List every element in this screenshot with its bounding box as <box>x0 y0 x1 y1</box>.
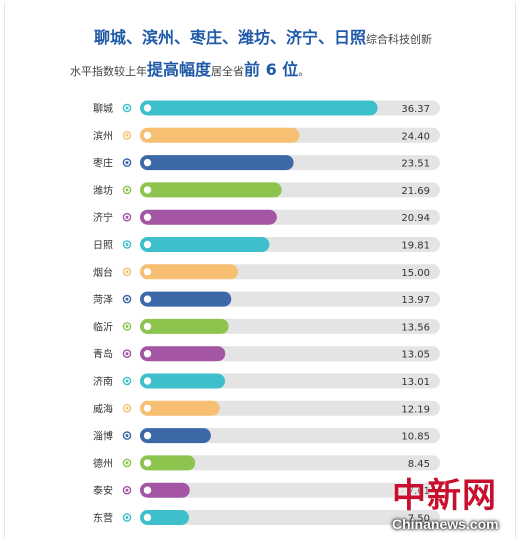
category-label: 威海 <box>93 402 113 415</box>
category-label: 临沂 <box>93 320 113 333</box>
bar-knob <box>142 485 153 495</box>
watermark-logo-en: Chinanews.com <box>392 516 499 532</box>
category-label: 枣庄 <box>93 157 113 170</box>
row-marker-dot <box>125 488 129 492</box>
row-marker-dot <box>125 270 129 274</box>
title-line-2: 水平指数较上年提高幅度居全省前 6 位。 <box>70 56 309 80</box>
bar-knob <box>142 376 153 386</box>
row-marker-dot <box>125 243 129 246</box>
title-segment: 水平指数较上年 <box>70 65 147 78</box>
value-label: 7.61 <box>408 486 430 497</box>
row-marker-dot <box>125 215 129 219</box>
bar <box>140 346 226 362</box>
title-segment: 提高幅度 <box>147 60 212 79</box>
bar-knob <box>142 403 153 413</box>
row-marker-dot <box>125 324 129 328</box>
bar-knob <box>142 430 153 441</box>
bar-knob <box>142 321 153 332</box>
bar <box>140 264 238 280</box>
category-label: 泰安 <box>93 484 113 497</box>
value-label: 13.56 <box>401 322 430 333</box>
bar <box>140 510 189 525</box>
title-line-1: 聊城、滨州、枣庄、潍坊、济宁、日照综合科技创新 <box>94 24 432 48</box>
row-marker-dot <box>125 161 129 165</box>
bar-track <box>140 510 440 525</box>
category-label: 东营 <box>93 512 113 525</box>
bar <box>140 400 220 416</box>
bar <box>140 455 196 471</box>
infographic-frame <box>4 2 516 538</box>
value-label: 13.01 <box>401 377 430 388</box>
category-label: 济宁 <box>93 211 113 224</box>
value-label: 12.19 <box>401 404 430 415</box>
category-label: 潍坊 <box>93 184 113 197</box>
row-marker-dot <box>125 188 129 192</box>
bar-track <box>140 455 440 471</box>
row-marker-dot <box>125 379 129 383</box>
bar-knob <box>142 458 153 468</box>
bar-knob <box>142 157 153 168</box>
bar-track <box>140 428 440 444</box>
title-segment: 前 6 位 <box>244 60 299 79</box>
bar-knob <box>142 103 153 113</box>
bar-knob <box>142 349 153 359</box>
category-label: 淄博 <box>93 430 113 443</box>
row-marker-dot <box>125 516 129 519</box>
bar-knob <box>142 267 153 277</box>
row-marker-dot <box>125 461 129 465</box>
bar <box>140 482 190 498</box>
watermark-logo-cn: 中新网 <box>392 476 497 516</box>
row-marker-dot <box>125 133 129 137</box>
bar <box>140 127 300 143</box>
value-label: 21.69 <box>401 186 430 197</box>
value-label: 24.40 <box>401 131 430 142</box>
bar-knob <box>142 512 153 523</box>
title-segment: 。 <box>298 65 310 78</box>
title-segment: 聊城、滨州、枣庄、潍坊、济宁、日照 <box>94 28 367 47</box>
value-label: 13.05 <box>401 350 430 361</box>
value-label: 7.50 <box>408 514 430 525</box>
bar-knob <box>142 185 153 195</box>
value-label: 23.51 <box>401 159 430 170</box>
value-label: 20.94 <box>401 213 430 224</box>
title-segment: 综合科技创新 <box>366 33 433 46</box>
row-marker-dot <box>125 434 129 438</box>
value-label: 15.00 <box>401 268 430 279</box>
bar <box>140 100 378 116</box>
row-marker-dot <box>125 352 129 356</box>
bar <box>140 182 282 198</box>
bar-knob <box>142 294 153 304</box>
title-segment: 居全省 <box>211 65 245 78</box>
row-marker-dot <box>125 106 129 110</box>
bar <box>140 373 225 389</box>
row-marker-dot <box>125 406 129 410</box>
bar <box>140 209 277 225</box>
category-label: 聊城 <box>93 102 113 115</box>
category-label: 济南 <box>93 375 113 388</box>
value-label: 10.85 <box>401 432 430 443</box>
value-label: 13.97 <box>401 295 430 306</box>
category-label: 日照 <box>93 240 113 252</box>
bar <box>140 428 211 444</box>
category-label: 菏泽 <box>93 294 113 306</box>
bar <box>140 237 270 252</box>
category-label: 滨州 <box>93 129 113 142</box>
value-label: 19.81 <box>401 241 430 252</box>
row-marker-dot <box>125 297 129 301</box>
bar-knob <box>142 239 153 250</box>
bar <box>140 318 229 334</box>
bar <box>140 291 232 307</box>
bar-knob <box>142 130 153 141</box>
category-label: 德州 <box>93 457 113 470</box>
value-label: 36.37 <box>401 104 430 115</box>
value-label: 8.45 <box>408 459 430 470</box>
category-label: 烟台 <box>93 266 113 279</box>
bar-knob <box>142 212 153 222</box>
bar <box>140 155 294 171</box>
bar-track <box>140 482 440 498</box>
category-label: 青岛 <box>93 348 113 361</box>
